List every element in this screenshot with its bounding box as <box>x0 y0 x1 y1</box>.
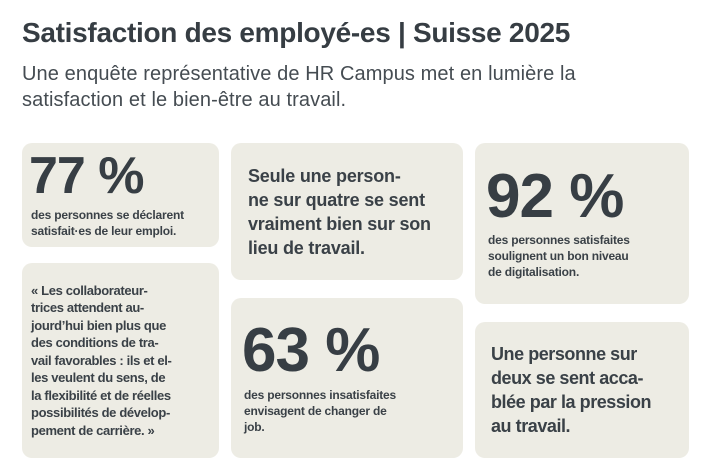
stat-value-77: 77 % <box>29 147 145 206</box>
stat-caption-92: des personnes satisfaites soulignent un … <box>488 233 630 280</box>
stat-value-92: 92 % <box>486 161 624 231</box>
stat-card-63: 63 % des personnes insatisfaites envisag… <box>231 298 463 458</box>
statement-card-pressure: Une personne sur deux se sent acca- blée… <box>475 322 689 458</box>
stat-card-92: 92 % des personnes satisfaites soulignen… <box>475 143 689 304</box>
page-title: Satisfaction des employé-es | Suisse 202… <box>22 17 571 48</box>
statement-text-quarter: Seule une person- ne sur quatre se sent … <box>248 165 431 258</box>
stat-caption-63: des personnes insatisfaites envisagent d… <box>244 387 396 434</box>
statement-card-quarter: Seule une person- ne sur quatre se sent … <box>231 143 463 280</box>
stat-value-63: 63 % <box>242 316 380 386</box>
statement-text-pressure: Une personne sur deux se sent acca- blée… <box>491 344 652 436</box>
stat-caption-77: des personnes se déclarent satisfait·es … <box>31 207 184 238</box>
quote-card: « Les collaborateur- trices attendent au… <box>22 263 219 458</box>
page-subtitle: Une enquête représentative de HR Campus … <box>22 63 576 111</box>
header: Satisfaction des employé-es | Suisse 202… <box>22 16 576 113</box>
quote-text: « Les collaborateur- trices attendent au… <box>31 282 172 438</box>
stat-card-77: 77 % des personnes se déclarent satisfai… <box>22 143 219 247</box>
